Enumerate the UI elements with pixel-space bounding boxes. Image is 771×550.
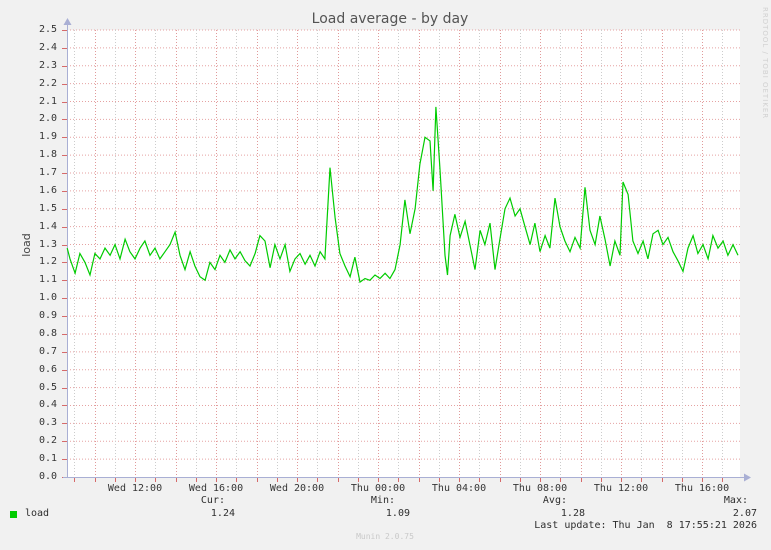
stat-max-label: Max: <box>723 495 748 506</box>
y-tick-label: 1.4 <box>38 220 57 232</box>
y-tick-label: 2.4 <box>38 41 57 53</box>
y-tick-label: 0.9 <box>38 310 57 322</box>
y-tick-label: 1.8 <box>38 149 57 161</box>
y-tick-label: 0.7 <box>38 345 57 357</box>
y-tick-label: 1.5 <box>38 202 57 214</box>
y-tick-label: 2.3 <box>38 59 57 71</box>
y-tick-label: 2.2 <box>38 77 57 89</box>
stat-cur-value: 1.24 <box>210 508 235 519</box>
y-tick-label: 2.0 <box>38 113 57 125</box>
stat-avg-value: 1.28 <box>560 508 585 519</box>
x-tick-label: Thu 16:00 <box>674 483 730 494</box>
stat-max-value: 2.07 <box>732 508 757 519</box>
x-axis-arrow-icon <box>744 473 751 482</box>
legend-swatch-load <box>10 511 17 518</box>
y-tick-label: 1.2 <box>38 256 57 268</box>
rrdtool-watermark: RRDTOOL / TOBI OETIKER <box>761 7 769 120</box>
y-tick-label: 2.1 <box>38 95 57 107</box>
y-tick-label: 1.6 <box>38 184 57 196</box>
chart-title: Load average - by day <box>311 11 469 27</box>
last-update-text: Last update: Thu Jan 8 17:55:21 2026 <box>534 520 757 531</box>
y-tick-label: 0.5 <box>38 381 57 393</box>
x-tick-label: Wed 16:00 <box>188 483 244 494</box>
x-tick-label: Thu 08:00 <box>512 483 568 494</box>
legend-label-load: load <box>25 508 50 519</box>
x-tick-label: Wed 20:00 <box>269 483 325 494</box>
x-tick-label: Thu 00:00 <box>350 483 406 494</box>
x-tick-label: Thu 04:00 <box>431 483 487 494</box>
x-tick-label: Thu 12:00 <box>593 483 649 494</box>
y-tick-label: 0.2 <box>38 435 57 447</box>
stat-avg-label: Avg: <box>542 495 567 506</box>
y-tick-label: 0.6 <box>38 363 57 375</box>
stat-min-label: Min: <box>370 495 395 506</box>
plot-background <box>67 30 740 477</box>
y-tick-label: 0.0 <box>38 471 57 482</box>
munin-version-text: Munin 2.0.75 <box>356 532 414 541</box>
y-tick-label: 0.1 <box>38 453 57 465</box>
y-tick-label: 2.5 <box>38 24 57 35</box>
y-tick-label: 1.3 <box>38 238 57 250</box>
y-tick-label: 0.4 <box>38 399 57 411</box>
gridlines <box>67 29 740 477</box>
y-tick-label: 0.8 <box>38 327 57 339</box>
stat-cur-label: Cur: <box>200 495 225 506</box>
y-tick-label: 1.7 <box>38 167 57 179</box>
y-tick-label: 1.1 <box>38 274 57 286</box>
y-tick-label: 1.0 <box>38 292 57 304</box>
y-axis-arrow-icon <box>63 18 72 25</box>
y-tick-label: 1.9 <box>38 131 57 143</box>
stat-min-value: 1.09 <box>385 508 410 519</box>
x-tick-label: Wed 12:00 <box>107 483 163 494</box>
y-tick-label: 0.3 <box>38 417 57 429</box>
load-series-line <box>66 106 739 284</box>
